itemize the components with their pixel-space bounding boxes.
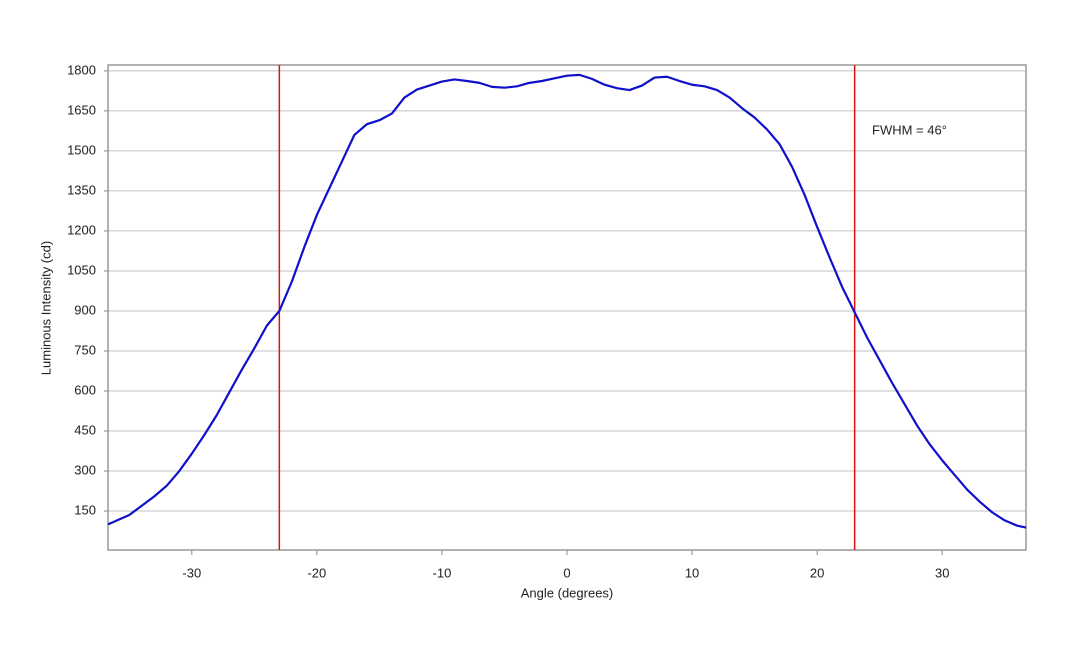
y-tick-label: 300	[74, 462, 96, 477]
y-tick-label: 900	[74, 302, 96, 317]
x-tick-label: -30	[182, 565, 201, 580]
y-tick-label: 1500	[67, 142, 96, 157]
y-tick-label: 600	[74, 382, 96, 397]
x-tick-label: -10	[433, 565, 452, 580]
x-tick-label: 0	[563, 565, 570, 580]
x-axis-label: Angle (degrees)	[521, 585, 614, 600]
x-tick-label: 20	[810, 565, 824, 580]
y-tick-label: 750	[74, 342, 96, 357]
annotation: FWHM = 46°	[872, 122, 947, 137]
y-tick-label: 450	[74, 422, 96, 437]
data-line	[107, 73, 1027, 529]
x-tick-label: -20	[307, 565, 326, 580]
y-tick-label: 1800	[67, 62, 96, 77]
y-tick-label: 1350	[67, 182, 96, 197]
y-tick-label: 1050	[67, 262, 96, 277]
x-tick-label: 10	[685, 565, 699, 580]
y-tick-label: 1200	[67, 222, 96, 237]
x-tick-label: 30	[935, 565, 949, 580]
y-tick-label: 1650	[67, 102, 96, 117]
y-axis-label: Luminous Intensity (cd)	[38, 241, 53, 375]
plot-frame	[107, 64, 1027, 551]
y-tick-label: 150	[74, 502, 96, 517]
